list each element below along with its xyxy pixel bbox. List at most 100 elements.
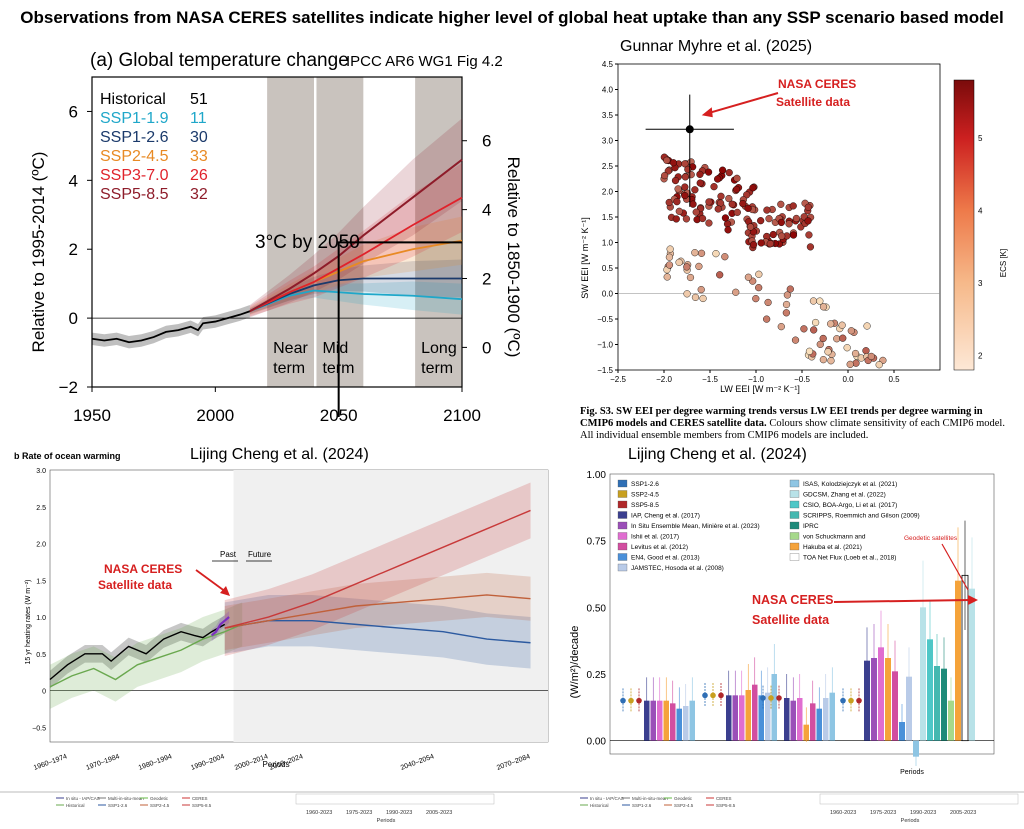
myhre-scatter-point <box>705 219 713 227</box>
myhre-scatter-point <box>764 298 772 307</box>
myhre-ytick-label: 0.5 <box>602 264 614 273</box>
myhre-scatter-point <box>714 175 722 183</box>
bottom-legend-label: SSP1-2.6 <box>632 803 652 808</box>
myhre-colorbar-label: ECS [K] <box>999 249 1008 277</box>
myhre-scatter-point <box>743 191 751 199</box>
panel-c-ceres-arrowhead <box>968 595 978 605</box>
myhre-annotation-line2: Satellite data <box>776 95 850 109</box>
panel-a-ytick-label: −2 <box>59 378 78 397</box>
myhre-scatter-point <box>862 347 870 355</box>
myhre-ytick-label: 1.0 <box>602 239 614 248</box>
bottom-period-label: 1975-2023 <box>346 810 372 816</box>
panel-c-ceres-arrow <box>833 599 971 603</box>
panel-c-ssp-dot <box>628 697 634 704</box>
panel-a-ylabel-right: Relative to 1850-1900 (ºC) <box>504 157 523 358</box>
myhre-colorbar-tick: 3 <box>978 279 983 288</box>
myhre-scatter-point <box>681 191 689 200</box>
bottom-period-label: 1960-2023 <box>306 810 332 816</box>
panel-c-ssp-dot <box>620 697 626 704</box>
myhre-scatter-point <box>716 271 724 279</box>
panel-c-legend-swatch <box>617 500 628 509</box>
panel-c-legend-swatch <box>789 479 800 488</box>
bottom-legend-label: Historical <box>590 803 609 808</box>
myhre-scatter-point <box>669 159 678 167</box>
myhre-caption: Fig. S3. SW EEI per degree warming trend… <box>580 406 1010 442</box>
myhre-scatter-point <box>675 258 683 266</box>
panel-c-chart: 0.00 0.25 0.50 0.75 1.00 SSP1-2.6 SSP2-4.5 SSP5… <box>569 470 995 776</box>
panel-c-legend-label: EN4, Good et al. (2013) <box>631 555 700 562</box>
myhre-scatter-point <box>712 250 720 258</box>
panel-a-band <box>249 259 462 315</box>
panel-b-band <box>50 602 243 709</box>
myhre-scatter-point <box>692 208 700 216</box>
panel-a-legend-name: SSP2-4.5 <box>100 148 169 165</box>
myhre-scatter-point <box>749 184 757 192</box>
myhre-scatter-point <box>839 334 847 342</box>
panel-c-legend-swatch <box>789 511 800 519</box>
myhre-scatter-point <box>671 176 680 185</box>
myhre-scatter-point <box>863 322 871 330</box>
panel-c-geodetic-arrow <box>941 543 969 591</box>
myhre-scatter-point <box>695 262 703 271</box>
panel-b-past-label: Past <box>220 550 237 559</box>
myhre-scatter-point <box>721 214 730 222</box>
panel-b-xtick-label: 1990–2004 <box>190 753 225 772</box>
panel-c-legend-label: von Schuckmann and <box>803 534 866 541</box>
myhre-scatter-point <box>691 249 699 257</box>
panel-a-ytick-right-label: 0 <box>482 338 491 357</box>
myhre-xtick-label: −0.5 <box>794 375 810 384</box>
myhre-scatter-point <box>718 166 727 174</box>
panel-a-frame <box>91 76 463 388</box>
panel-c-ssp-dot <box>840 697 846 704</box>
panel-b-series-line <box>224 509 531 629</box>
panel-c-legend-swatch <box>789 500 800 509</box>
myhre-scatter-point <box>875 361 883 369</box>
panel-c-bar <box>941 668 947 741</box>
myhre-scatter-point <box>838 321 846 329</box>
myhre-scatter-point <box>698 214 707 223</box>
panel-c-ssp-dot <box>776 695 782 701</box>
panel-b-xtick-label: 2070–2084 <box>496 753 531 772</box>
panel-b-plot-area: −0.5 0 0.5 1.0 1.5 2.0 2.5 3.0 1960–1974 1970–198… <box>32 468 549 772</box>
myhre-scatter-point <box>665 261 674 269</box>
panel-b-ceres-arrowhead <box>220 586 230 596</box>
myhre-caption-bold: Fig. S3. SW EEI per degree warming trend… <box>580 406 983 429</box>
panel-a-chart: (a) Global temperature change IPCC AR6 W… <box>29 50 523 425</box>
panel-c-ssp-dot <box>710 692 716 699</box>
myhre-ytick-label: 0.0 <box>602 290 614 299</box>
bottom-legend-label: Geodetic <box>150 796 169 801</box>
myhre-scatter-point <box>666 245 674 253</box>
panel-a-xtick-label: 1950 <box>73 406 111 425</box>
panel-c-legend-swatch <box>789 553 800 561</box>
myhre-ytick-label: 4.5 <box>602 60 614 69</box>
panel-c-legend-swatch <box>617 479 628 488</box>
panel-c-bar <box>934 666 940 741</box>
myhre-scatter-point <box>800 325 808 333</box>
panel-c-legend-swatch <box>789 490 800 498</box>
term-band <box>267 77 314 387</box>
panel-b-series-line <box>224 594 531 629</box>
myhre-scatter-point <box>739 199 747 208</box>
panel-b-future-label: Future <box>248 550 272 559</box>
myhre-scatter-point <box>714 205 722 213</box>
myhre-annotation-line1: NASA CERES <box>778 77 856 91</box>
panel-b-xtick-label: 1960–1974 <box>33 753 68 772</box>
bottom-period-label: 1990-2023 <box>386 810 412 816</box>
panel-b-xtick-label: 1980–1994 <box>138 753 173 772</box>
panel-c-ytick-label: 0.50 <box>587 603 607 614</box>
panel-a-ytick-label: 4 <box>69 171 78 190</box>
term-band <box>415 77 462 387</box>
panel-b-annotation-line2: Satellite data <box>98 578 172 592</box>
panel-b-ytick-label: 3.0 <box>36 468 46 475</box>
myhre-scatter-point <box>851 349 860 358</box>
panel-b-series-line <box>49 623 226 681</box>
myhre-xtick-label: −2.5 <box>610 375 626 384</box>
myhre-scatter-point <box>778 232 786 240</box>
panel-c-legend-swatch <box>617 553 628 561</box>
bottom-period-label: 2005-2023 <box>426 810 452 816</box>
panel-c-bar <box>885 658 891 741</box>
myhre-scatter-point <box>696 179 704 187</box>
panel-c-legend-label: GDCSM, Zhang et al. (2022) <box>803 492 886 499</box>
myhre-scatter-point <box>852 359 860 367</box>
